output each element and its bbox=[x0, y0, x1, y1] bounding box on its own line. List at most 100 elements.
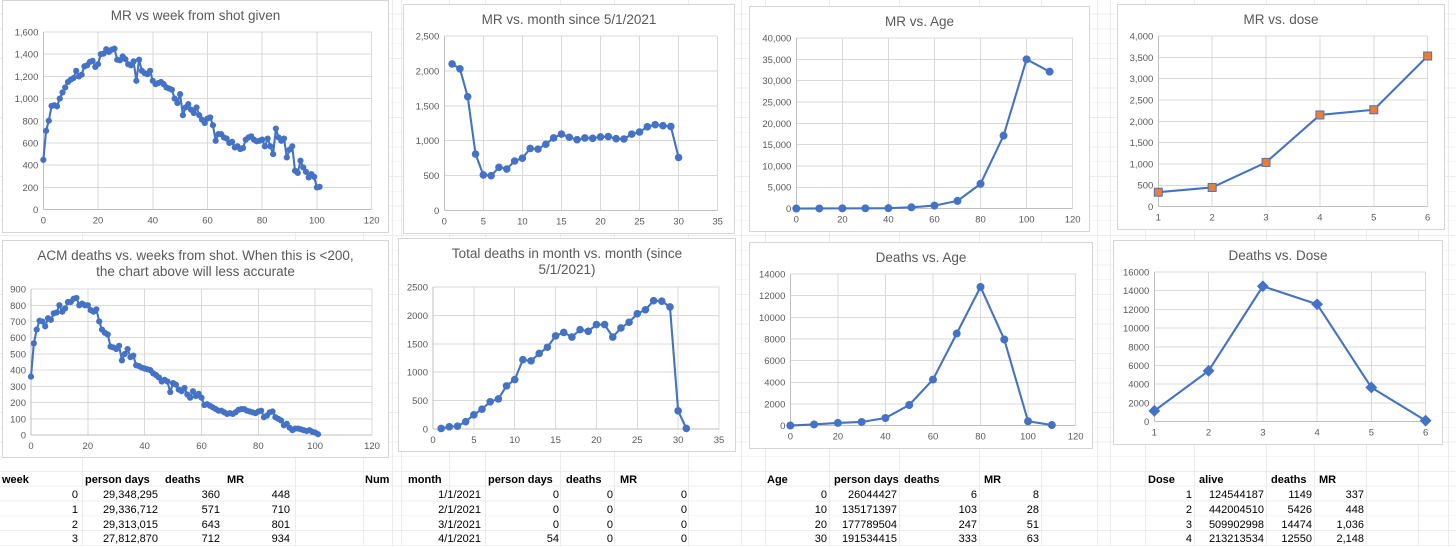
table-cell[interactable]: 0 bbox=[552, 518, 559, 531]
column-header[interactable]: MR bbox=[227, 474, 245, 487]
table-cell[interactable]: 4 bbox=[1185, 533, 1192, 546]
table-cell[interactable]: 4/1/2021 bbox=[438, 533, 481, 546]
table-cell[interactable]: 0 bbox=[680, 518, 687, 531]
table-cell[interactable]: 124544187 bbox=[1208, 489, 1264, 502]
table-cell[interactable]: 360 bbox=[201, 489, 220, 502]
column-header[interactable]: deaths bbox=[904, 474, 940, 487]
table-cell[interactable]: 177789504 bbox=[841, 518, 897, 531]
table-cell[interactable]: 0 bbox=[552, 489, 559, 502]
chart-mr-vs-dose[interactable]: MR vs. dose 0 500 1,000 1,500 2,000 2,500 3,00… bbox=[1117, 4, 1445, 230]
chart-total-deaths-vs-month[interactable]: Total deaths in month vs. month (since 5… bbox=[398, 238, 736, 452]
table-cell[interactable]: 3 bbox=[71, 533, 78, 546]
table-cell[interactable]: 1/1/2021 bbox=[438, 489, 481, 502]
table-cell[interactable]: 509902998 bbox=[1208, 518, 1264, 531]
table-cell[interactable]: 710 bbox=[271, 503, 290, 516]
table-cell[interactable]: 0 bbox=[680, 503, 687, 516]
table-cell[interactable]: 3/1/2021 bbox=[438, 518, 481, 531]
chart-mr-vs-month[interactable]: MR vs. month since 5/1/2021 0 500 1,000 1,5… bbox=[403, 4, 735, 234]
table-cell[interactable]: 1 bbox=[71, 503, 78, 516]
table-cell[interactable]: 0 bbox=[606, 533, 613, 546]
table-cell[interactable]: 54 bbox=[546, 533, 559, 546]
table-cell[interactable]: 448 bbox=[271, 489, 290, 502]
x-axis-tick-label: 20 bbox=[595, 217, 606, 228]
chart-deaths-vs-age[interactable]: Deaths vs. Age 0 2000 4000 6000 8000 10000 120… bbox=[749, 242, 1093, 449]
column-header[interactable]: week bbox=[2, 474, 29, 487]
column-header[interactable]: MR bbox=[620, 474, 638, 487]
table-cell[interactable]: 213213534 bbox=[1208, 533, 1264, 546]
column-header[interactable]: person days bbox=[834, 474, 899, 487]
data-point-marker bbox=[604, 133, 613, 141]
column-header[interactable]: person days bbox=[488, 474, 553, 487]
table-cell[interactable]: 1,036 bbox=[1336, 518, 1364, 531]
column-header[interactable]: Age bbox=[767, 474, 788, 487]
table-cell[interactable]: 0 bbox=[606, 518, 613, 531]
column-header[interactable]: month bbox=[408, 474, 442, 487]
table-cell[interactable]: 0 bbox=[606, 503, 613, 516]
column-header[interactable]: MR bbox=[1319, 474, 1337, 487]
table-cell[interactable]: 5426 bbox=[1287, 503, 1312, 516]
table-cell[interactable]: 10 bbox=[814, 503, 827, 516]
column-header[interactable]: deaths bbox=[165, 474, 201, 487]
table-cell[interactable]: 0 bbox=[680, 489, 687, 502]
chart-acm-deaths-vs-week[interactable]: ACM deaths vs. weeks from shot. When thi… bbox=[2, 240, 389, 458]
table-cell[interactable]: 448 bbox=[1345, 503, 1364, 516]
table-cell[interactable]: 2 bbox=[1185, 503, 1192, 516]
column-header[interactable]: MR bbox=[984, 474, 1002, 487]
table-cell[interactable]: 0 bbox=[552, 503, 559, 516]
table-cell[interactable]: 2 bbox=[71, 518, 78, 531]
table-cell[interactable]: 28 bbox=[1026, 503, 1039, 516]
y-axis-tick-label: 8000 bbox=[764, 335, 785, 346]
table-cell[interactable]: 712 bbox=[201, 533, 220, 546]
table-cell[interactable]: 0 bbox=[820, 489, 827, 502]
table-cell[interactable]: 1149 bbox=[1288, 489, 1312, 502]
table-cell[interactable]: 0 bbox=[680, 533, 687, 546]
table-cell[interactable]: 247 bbox=[958, 518, 977, 531]
table-cell[interactable]: 337 bbox=[1345, 489, 1364, 502]
y-axis-tick-label: 0 bbox=[780, 422, 785, 433]
column-header[interactable]: person days bbox=[85, 474, 150, 487]
table-cell[interactable]: 27,812,870 bbox=[102, 533, 158, 546]
table-cell[interactable]: 643 bbox=[201, 518, 220, 531]
chart-plot-area: 0 500 1,000 1,500 2,000 2,500 0 5 10 15 20 25 30 35 bbox=[416, 32, 723, 228]
table-cell[interactable]: 2,148 bbox=[1336, 533, 1364, 546]
column-header[interactable]: Num bbox=[365, 474, 390, 487]
table-cell[interactable]: 103 bbox=[958, 503, 977, 516]
data-point-marker bbox=[207, 114, 214, 122]
column-header[interactable]: deaths bbox=[1271, 474, 1307, 487]
column-header[interactable]: deaths bbox=[566, 474, 602, 487]
table-cell[interactable]: 63 bbox=[1026, 533, 1039, 546]
data-point-marker bbox=[261, 143, 269, 150]
data-point-marker bbox=[294, 170, 301, 177]
table-cell[interactable]: 30 bbox=[814, 533, 827, 546]
table-cell[interactable]: 801 bbox=[271, 518, 290, 531]
column-header[interactable]: alive bbox=[1199, 474, 1224, 487]
table-cell[interactable]: 1 bbox=[1185, 489, 1192, 502]
table-cell[interactable]: 0 bbox=[71, 489, 78, 502]
table-cell[interactable]: 135171397 bbox=[841, 503, 897, 516]
data-point-marker bbox=[861, 204, 870, 213]
chart-deaths-vs-dose[interactable]: Deaths vs. Dose 0 2000 4000 6000 8000 10000 12… bbox=[1113, 240, 1443, 445]
table-cell[interactable]: 8 bbox=[1032, 489, 1039, 502]
chart-mr-vs-age[interactable]: MR vs. Age 0 5,000 10,000 15,000 20,000 25,00… bbox=[749, 6, 1090, 232]
data-point-marker bbox=[494, 395, 503, 403]
table-cell[interactable]: 29,336,712 bbox=[102, 503, 158, 516]
chart-mr-vs-week[interactable]: MR vs week from shot given 0 200 400 600 800… bbox=[2, 0, 389, 233]
table-cell[interactable]: 26044427 bbox=[848, 489, 897, 502]
table-cell[interactable]: 333 bbox=[958, 533, 977, 546]
data-point-marker bbox=[666, 303, 674, 311]
table-cell[interactable]: 12550 bbox=[1281, 533, 1312, 546]
table-cell[interactable]: 6 bbox=[970, 489, 977, 502]
column-header[interactable]: Dose bbox=[1148, 474, 1175, 487]
table-cell[interactable]: 20 bbox=[814, 518, 827, 531]
table-cell[interactable]: 51 bbox=[1026, 518, 1039, 531]
table-cell[interactable]: 0 bbox=[606, 489, 613, 502]
table-cell[interactable]: 29,348,295 bbox=[102, 489, 158, 502]
table-cell[interactable]: 442004510 bbox=[1208, 503, 1264, 516]
table-cell[interactable]: 571 bbox=[201, 503, 220, 516]
table-cell[interactable]: 14474 bbox=[1281, 518, 1312, 531]
table-cell[interactable]: 2/1/2021 bbox=[438, 503, 481, 516]
table-cell[interactable]: 29,313,015 bbox=[102, 518, 158, 531]
table-cell[interactable]: 934 bbox=[271, 533, 290, 546]
table-cell[interactable]: 191534415 bbox=[841, 533, 897, 546]
table-cell[interactable]: 3 bbox=[1185, 518, 1192, 531]
